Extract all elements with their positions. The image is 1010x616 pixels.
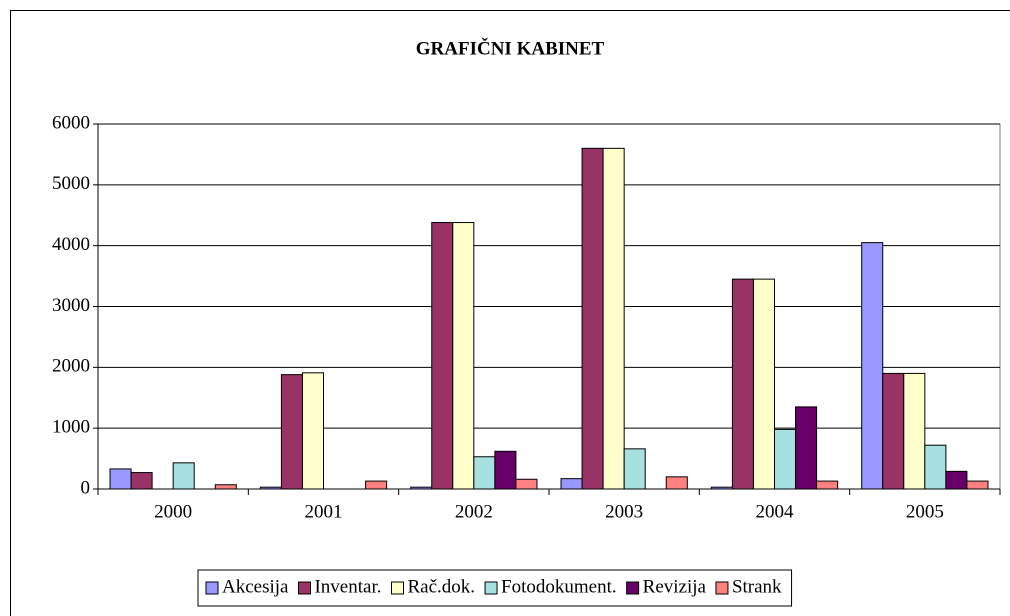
y-tick-label: 1000	[52, 417, 90, 438]
bar	[452, 222, 475, 490]
bar	[130, 472, 153, 490]
legend-swatch	[205, 581, 219, 595]
x-tick-label: 2001	[305, 501, 343, 522]
bar	[945, 470, 968, 490]
bar	[731, 278, 754, 490]
legend-label: Inventar.	[314, 576, 381, 597]
y-tick-label: 3000	[52, 295, 90, 316]
bar	[752, 278, 775, 490]
chart-title: GRAFIČNI KABINET	[416, 37, 605, 59]
bar	[665, 476, 688, 490]
x-tick-label: 2003	[605, 501, 643, 522]
x-tick-label: 2004	[756, 501, 795, 522]
y-tick-label: 4000	[52, 234, 90, 255]
bar	[301, 372, 325, 490]
legend-swatch	[484, 581, 498, 595]
y-tick-label: 2000	[52, 356, 90, 377]
legend-label: Strank	[732, 576, 782, 597]
y-tick-label: 6000	[52, 112, 90, 133]
x-tick-label: 2000	[154, 501, 192, 522]
legend-label: Akcesija	[222, 576, 289, 597]
legend-label: Fotodokument.	[501, 576, 617, 597]
legend-swatch	[715, 581, 729, 595]
x-tick-label: 2005	[906, 501, 944, 522]
bar	[494, 450, 517, 490]
bar	[172, 462, 195, 490]
bar	[861, 242, 884, 490]
bar	[882, 372, 905, 490]
bar	[816, 480, 839, 490]
bar	[431, 222, 454, 490]
bar	[365, 480, 388, 490]
y-tick-label: 0	[81, 477, 91, 498]
legend-swatch	[626, 581, 640, 595]
bar	[795, 406, 818, 490]
bar	[623, 448, 646, 490]
bar	[109, 468, 132, 490]
bar	[966, 480, 989, 490]
x-tick-label: 2002	[455, 501, 493, 522]
legend-swatch	[297, 581, 311, 595]
legend-label: Rač.dok.	[408, 576, 476, 597]
bar	[903, 372, 926, 490]
bar	[515, 478, 538, 490]
bar	[280, 374, 303, 490]
y-tick-label: 5000	[52, 173, 90, 194]
legend-label: Revizija	[643, 576, 707, 597]
bar	[602, 147, 625, 490]
bar	[560, 478, 583, 490]
bar	[774, 428, 797, 490]
bar	[581, 147, 604, 490]
bar	[214, 484, 237, 490]
bar	[924, 444, 947, 490]
legend-swatch	[391, 581, 404, 595]
bar	[473, 456, 496, 490]
